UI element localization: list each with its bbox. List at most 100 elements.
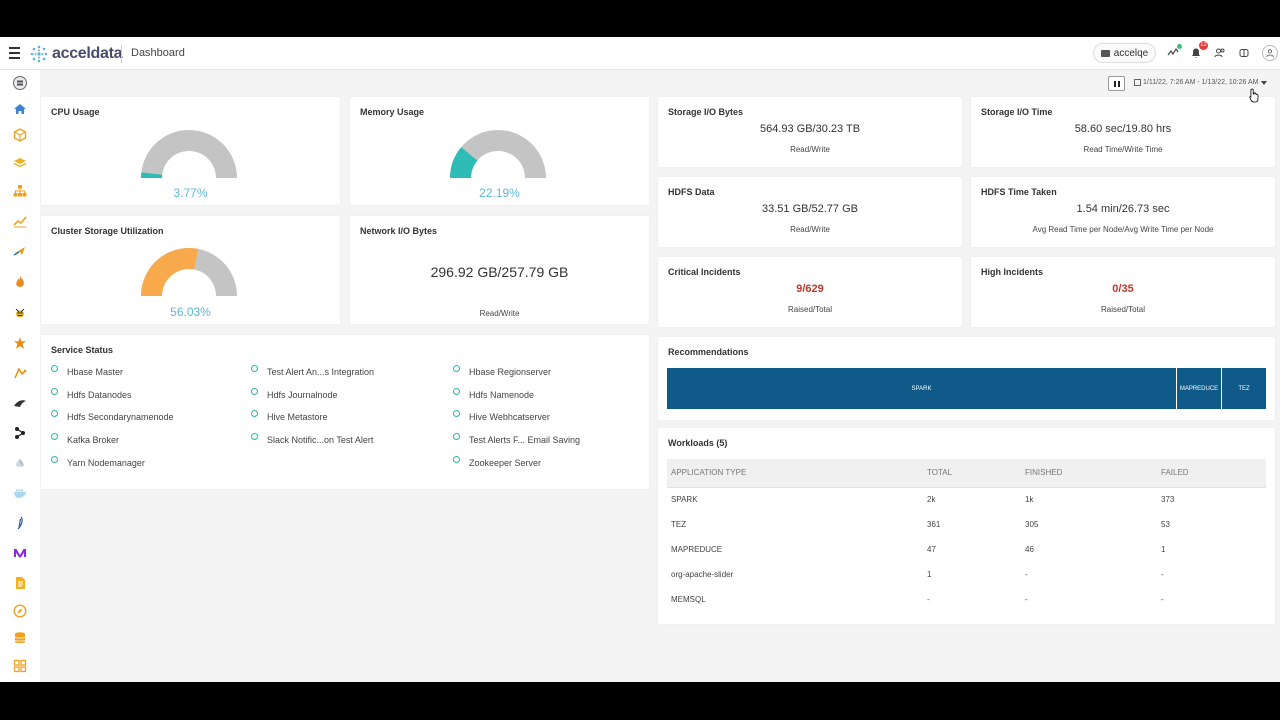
hdfs-time-value: 1.54 min/26.73 sec [1076,203,1170,215]
layers-icon[interactable] [13,156,27,170]
critical-incidents-card[interactable]: Critical Incidents 9/629 Raised/Total [658,257,962,327]
service-item[interactable]: Kafka Broker [51,432,120,445]
user-icon[interactable] [1262,45,1278,61]
cell-application-type: MEMSQL [671,595,706,604]
service-item[interactable]: Test Alert An...s Integration [251,364,375,377]
service-item[interactable]: Hive Webhcatserver [453,409,550,422]
reco-segment-tez[interactable]: TEZ [1222,368,1266,409]
sitemap-icon[interactable] [13,184,27,198]
kafka-icon[interactable] [13,396,27,410]
pause-button[interactable] [1108,76,1125,91]
service-item[interactable]: Hbase Master [51,364,123,377]
card-title: Storage I/O Time [981,107,1053,117]
service-item[interactable]: Hive Metastore [251,409,328,422]
cell-application-type: SPARK [671,495,698,505]
reco-segment-mapreduce[interactable]: MAPREDUCE [1177,368,1222,409]
status-icon [251,432,258,440]
hdfs-time-card[interactable]: HDFS Time Taken 1.54 min/26.73 sec Avg R… [971,177,1275,247]
activity-icon[interactable] [1166,44,1182,60]
home-icon[interactable] [13,102,27,116]
logo[interactable]: acceldata [30,44,123,64]
storage-io-time-card[interactable]: Storage I/O Time 58.60 sec/19.80 hrs Rea… [971,97,1275,167]
high-incidents-card[interactable]: High Incidents 0/35 Raised/Total [971,257,1275,327]
storage-io-time-value: 58.60 sec/19.80 hrs [1074,123,1172,135]
airflow-icon[interactable] [13,244,27,258]
status-icon [251,364,258,372]
storage-io-bytes-card[interactable]: Storage I/O Bytes 564.93 GB/30.23 TB Rea… [658,97,962,167]
status-dot [1177,44,1182,49]
table-row[interactable]: MAPREDUCE 47 46 1 [667,537,1266,562]
sidebar [0,70,40,682]
cell-failed: 1 [1161,545,1166,554]
service-name: Yarn Nodemanager [67,458,145,468]
service-item[interactable]: Test Alerts F... Email Saving [453,432,580,445]
service-item[interactable]: Zookeeper Server [453,455,541,468]
cell-total: 361 [927,520,941,529]
cell-finished: 1k [1025,495,1034,505]
service-item[interactable]: Yarn Nodemanager [51,455,145,468]
compass-icon[interactable] [13,604,27,618]
feather-icon[interactable] [13,516,27,530]
cell-application-type: org-apache-slider [671,570,734,579]
druid-icon[interactable] [13,456,27,470]
service-name: Kafka Broker [67,435,120,445]
flame-icon[interactable] [13,275,27,289]
bee-icon[interactable] [13,306,27,320]
table-row[interactable]: SPARK 2k 1k 373 [667,487,1266,512]
cpu-gauge [141,130,237,178]
cluster-selector[interactable]: accelqe [1093,43,1156,63]
card-title: Memory Usage [360,107,425,117]
service-item[interactable]: Hbase Regionserver [453,364,551,377]
date-range-picker[interactable]: 1/11/22, 7:26 AM - 1/13/22, 10:26 AM [1134,79,1268,86]
critical-incidents-value: 9/629 [796,283,824,295]
critical-incidents-label: Raised/Total [787,305,833,314]
menu-icon[interactable] [9,47,20,59]
column-header[interactable]: FAILED [1157,459,1266,488]
service-name: Test Alert An...s Integration [267,367,375,377]
status-icon [51,455,58,463]
service-item[interactable]: Slack Notific...on Test Alert [251,432,373,445]
page-title: Dashboard [131,47,185,59]
server-icon[interactable] [13,76,27,90]
table-row[interactable]: MEMSQL - - - [667,587,1266,612]
document-icon[interactable] [13,576,27,590]
bell-icon[interactable]: 12 [1189,41,1208,60]
trend-icon[interactable] [13,214,27,228]
table-row[interactable]: org-apache-slider 1 - - [667,562,1266,587]
storage-io-bytes-label: Read/Write [790,145,830,154]
reco-segment-spark[interactable]: SPARK [667,368,1177,409]
cell-finished: - [1025,570,1028,579]
column-header[interactable]: TOTAL [923,459,1021,488]
service-item[interactable]: Hdfs Journalnode [251,387,338,400]
kubernetes-icon[interactable] [13,426,27,440]
card-title: CPU Usage [51,107,100,117]
high-incidents-label: Raised/Total [1100,305,1146,314]
recommendations-bar: SPARK MAPREDUCE TEZ [667,368,1266,409]
memsql-icon[interactable] [13,546,27,560]
hdfs-data-card[interactable]: HDFS Data 33.51 GB/52.77 GB Read/Write [658,177,962,247]
logo-mark-icon [30,45,48,63]
service-item[interactable]: Hdfs Namenode [453,387,534,400]
users-icon[interactable] [1213,46,1227,60]
column-header[interactable]: FINISHED [1021,459,1157,488]
status-icon [453,409,460,417]
database-icon[interactable] [1237,46,1251,60]
spark-icon[interactable] [13,336,27,350]
table-row[interactable]: TEZ 361 305 53 [667,512,1266,537]
stack-icon[interactable] [13,631,27,645]
service-item[interactable]: Hdfs Datanodes [51,387,132,400]
status-icon [51,409,58,417]
cluster-storage-card[interactable]: Cluster Storage Utilization 56.03% [41,216,340,324]
column-header[interactable]: APPLICATION TYPE [667,459,923,488]
memory-usage-card[interactable]: Memory Usage 22.19% [350,97,649,205]
grid-icon[interactable] [13,659,27,673]
nifi-icon[interactable] [13,366,27,380]
date-range-text: 1/11/22, 7:26 AM - 1/13/22, 10:26 AM [1143,79,1259,86]
cpu-usage-card[interactable]: CPU Usage 3.77% [41,97,340,205]
header-divider [121,45,122,63]
service-item[interactable]: Hdfs Secondarynamenode [51,409,174,422]
network-io-card[interactable]: Network I/O Bytes 296.92 GB/257.79 GB Re… [350,216,649,324]
cube-icon[interactable] [13,128,27,142]
docker-icon[interactable] [13,486,27,500]
network-io-value: 296.92 GB/257.79 GB [430,264,569,280]
